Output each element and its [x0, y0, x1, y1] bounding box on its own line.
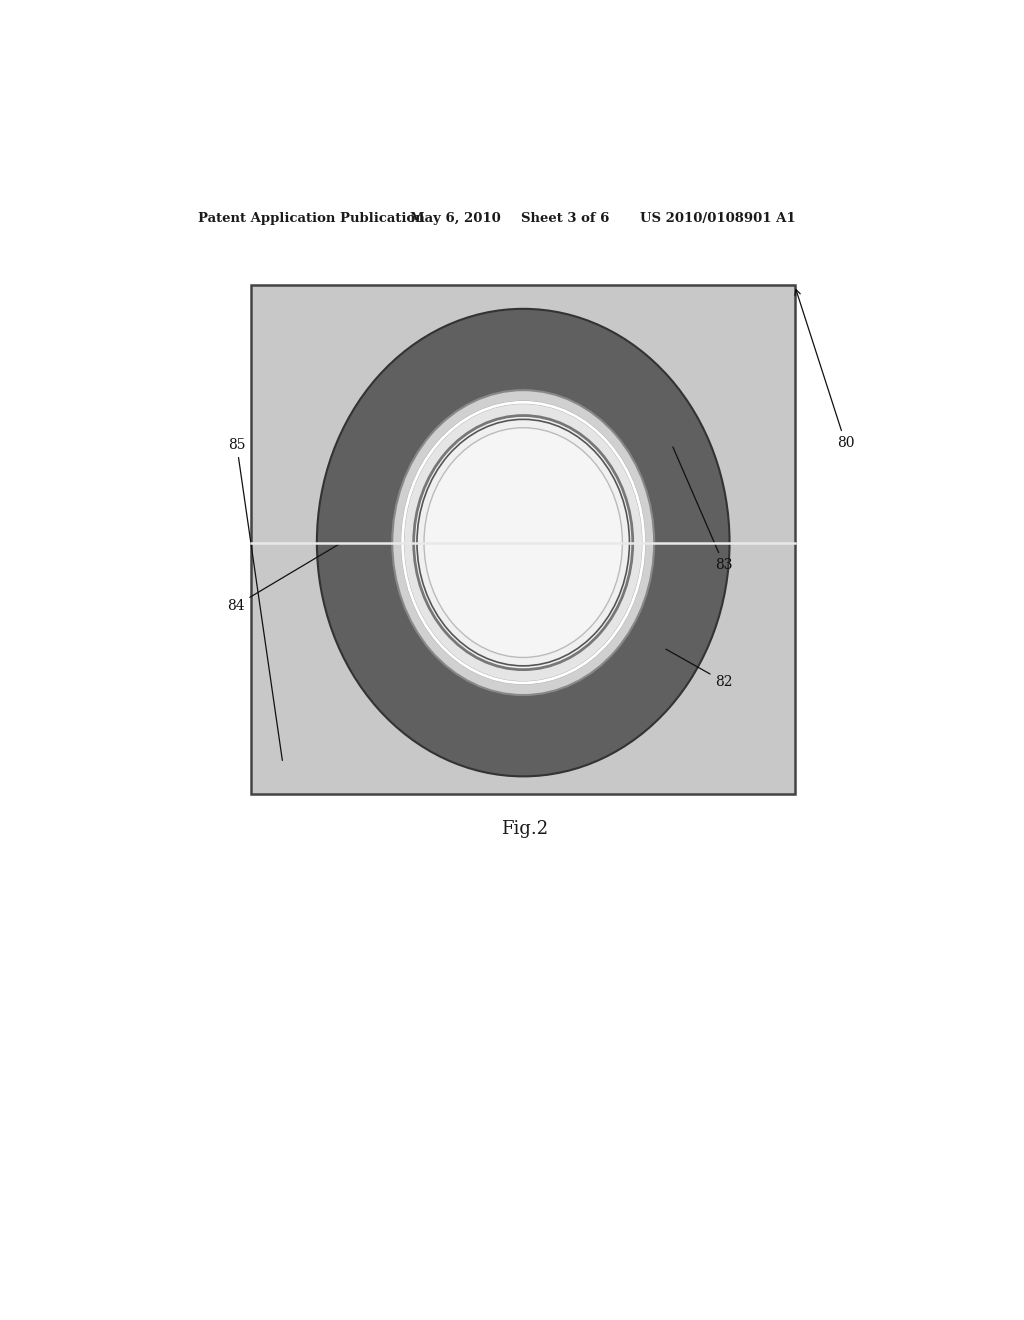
- Text: 86: 86: [440, 461, 458, 574]
- Ellipse shape: [392, 391, 654, 696]
- Text: Fig.2: Fig.2: [501, 820, 549, 838]
- Ellipse shape: [414, 416, 633, 669]
- Ellipse shape: [424, 428, 623, 657]
- Text: Sheet 3 of 6: Sheet 3 of 6: [521, 213, 609, 224]
- Text: 80: 80: [795, 289, 854, 450]
- Text: US 2010/0108901 A1: US 2010/0108901 A1: [640, 213, 796, 224]
- Text: 83: 83: [673, 447, 733, 572]
- Text: Patent Application Publication: Patent Application Publication: [198, 213, 425, 224]
- Text: 81: 81: [505, 529, 579, 601]
- Text: 84: 84: [227, 544, 339, 612]
- Ellipse shape: [316, 309, 729, 776]
- Text: 82: 82: [666, 649, 733, 689]
- Text: 85: 85: [228, 438, 283, 760]
- Bar: [251, 285, 795, 793]
- Ellipse shape: [402, 403, 644, 682]
- Text: May 6, 2010: May 6, 2010: [410, 213, 501, 224]
